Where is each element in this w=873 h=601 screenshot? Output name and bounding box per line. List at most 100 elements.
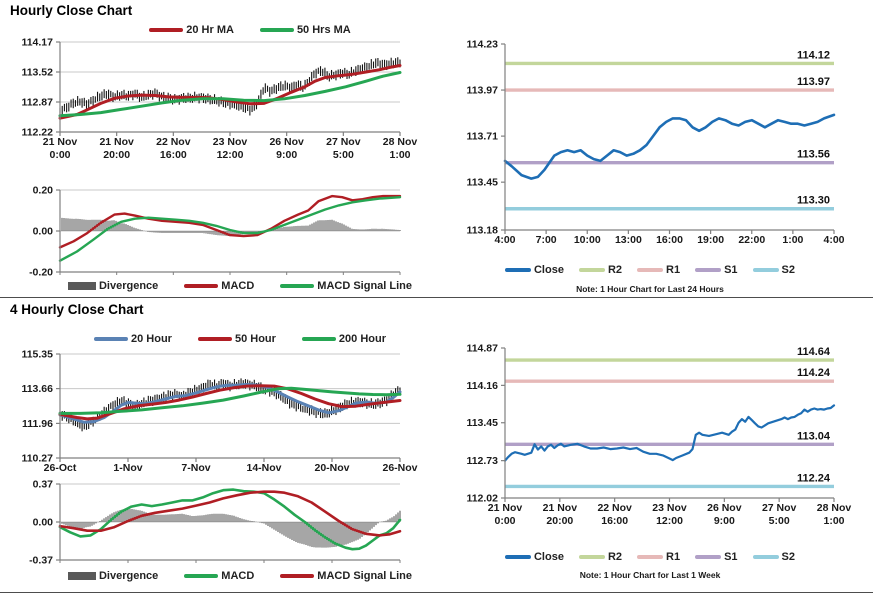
level-label-s1: 113.56 (797, 149, 830, 161)
fourhourly-section-title: 4 Hourly Close Chart (10, 302, 144, 317)
series-line-close (503, 404, 836, 462)
series-line-50-hrs-ma (58, 71, 402, 118)
level-label-s2: 112.24 (797, 472, 831, 484)
x-tick-label: 19:00 (697, 234, 724, 246)
legend-label: S1 (724, 551, 738, 563)
y-tick-label: 114.87 (466, 343, 498, 355)
x-tick-label: 7:00 (536, 234, 557, 246)
legend-line-swatch-macd-signal-line (280, 574, 315, 578)
y-tick-label: 114.17 (21, 37, 53, 49)
y-tick-label: 113.18 (466, 225, 498, 237)
legend-label: R1 (666, 551, 681, 563)
legend-line-swatch-s2 (752, 555, 779, 559)
x-tick-label: 21 Nov (43, 136, 78, 148)
legend-item: S1 (695, 551, 738, 563)
legend-line-swatch-r1 (637, 555, 664, 559)
legend-item: S2 (752, 551, 795, 563)
legend-line-swatch-s1 (695, 268, 722, 272)
fourhourly-macd-chart: 0.37 0.00 -0.37 (29, 479, 402, 567)
legend-label: MACD (221, 570, 255, 582)
y-tick-label: 113.97 (466, 85, 498, 97)
y-tick-label: 111.96 (22, 418, 53, 430)
legend-box-swatch-divergence (67, 572, 96, 580)
weekly-pivot-legend: Close R2 R1 S1 S2 (460, 551, 840, 563)
legend-label: Close (533, 551, 564, 563)
level-label-s2: 113.30 (797, 195, 830, 207)
legend-item: R2 (578, 551, 623, 563)
legend-label: 20 Hour (130, 333, 172, 345)
x-tick-label: 26-Oct (44, 462, 77, 474)
x-tick-label: 20-Nov (314, 462, 349, 474)
x-tick-label: 27 Nov (762, 502, 797, 514)
legend-label: 50 Hour (234, 333, 276, 345)
legend-item: MACD (184, 280, 254, 292)
x-tick-label: 5:00 (333, 149, 354, 161)
x-tick-label: 23 Nov (213, 136, 248, 148)
legend-label: Divergence (98, 570, 159, 582)
x-tick-label: 26 Nov (269, 136, 304, 148)
y-tick-label: 113.66 (21, 383, 53, 395)
x-tick-label: 23 Nov (652, 502, 687, 514)
x-tick-label: 21 Nov (543, 502, 578, 514)
y-tick-label: 112.22 (21, 127, 53, 139)
legend-item: Divergence (67, 280, 159, 292)
legend-label: S1 (724, 264, 738, 276)
hourly-ma-legend: 20 Hr MA 50 Hrs MA (90, 24, 410, 36)
x-tick-label: 4:00 (494, 234, 515, 246)
x-tick-label: 21 Nov (488, 502, 523, 514)
x-tick-label: 9:00 (276, 149, 297, 161)
hourly-macd-chart: 0.20 0.00 -0.20 (29, 185, 402, 279)
x-tick-label: 0:00 (49, 149, 70, 161)
hourly-section-title: Hourly Close Chart (10, 3, 133, 18)
x-tick-label: 1-Nov (113, 462, 142, 474)
series-line-macd-signal-line (58, 196, 402, 262)
level-label-r1: 114.24 (797, 367, 831, 379)
legend-line-swatch-macd (184, 284, 219, 288)
legend-item: MACD Signal Line (280, 280, 412, 292)
series-line-200-hour (58, 386, 402, 415)
legend-box-swatch-divergence (67, 282, 96, 290)
legend-item: 20 Hr MA (149, 24, 234, 36)
y-tick-label: 113.52 (21, 67, 53, 79)
x-tick-label: 7-Nov (181, 462, 210, 474)
x-tick-label: 14-Nov (246, 462, 281, 474)
legend-label: Divergence (98, 280, 159, 292)
x-tick-label: 12:00 (217, 149, 244, 161)
x-tick-label: 16:00 (601, 515, 628, 527)
legend-label: Close (533, 264, 564, 276)
legend-item: 50 Hour (197, 333, 276, 345)
level-label-r1: 113.97 (797, 76, 830, 88)
y-tick-label: 113.45 (466, 417, 498, 429)
y-tick-label: 0.00 (33, 517, 54, 529)
x-tick-label: 9:00 (714, 515, 735, 527)
legend-label: MACD (221, 280, 255, 292)
y-tick-label: 112.73 (466, 455, 498, 467)
series-line-macd (58, 194, 402, 249)
legend-item: 50 Hrs MA (259, 24, 351, 36)
legend-item: 20 Hour (93, 333, 172, 345)
bottom-divider (0, 592, 873, 593)
y-tick-label: -0.20 (29, 267, 53, 279)
x-tick-label: 21 Nov (99, 136, 134, 148)
legend-item: S1 (695, 264, 738, 276)
legend-label: R2 (607, 551, 623, 563)
weekly-pivot-chart: 114.64 114.24 113.04 112.24 114.87 114.16 113.… (466, 343, 851, 528)
series-line-close (503, 113, 836, 180)
series-line-macd (58, 488, 402, 551)
legend-item: MACD (184, 570, 254, 582)
legend-item: 200 Hour (301, 333, 386, 345)
legend-line-swatch-close (504, 555, 531, 559)
x-tick-label: 5:00 (769, 515, 790, 527)
y-tick-label: 110.27 (21, 453, 53, 465)
x-tick-label: 27 Nov (326, 136, 361, 148)
legend-line-swatch-20-hour (93, 337, 128, 341)
series-line-macd-signal-line (58, 490, 402, 537)
x-tick-label: 22:00 (738, 234, 765, 246)
x-tick-label: 4:00 (823, 234, 844, 246)
legend-label: 50 Hrs MA (296, 24, 351, 36)
legend-item: Close (504, 551, 564, 563)
fourhourly-macd-legend: Divergence MACD MACD Signal Line (60, 570, 420, 582)
x-tick-label: 1:00 (823, 515, 844, 527)
